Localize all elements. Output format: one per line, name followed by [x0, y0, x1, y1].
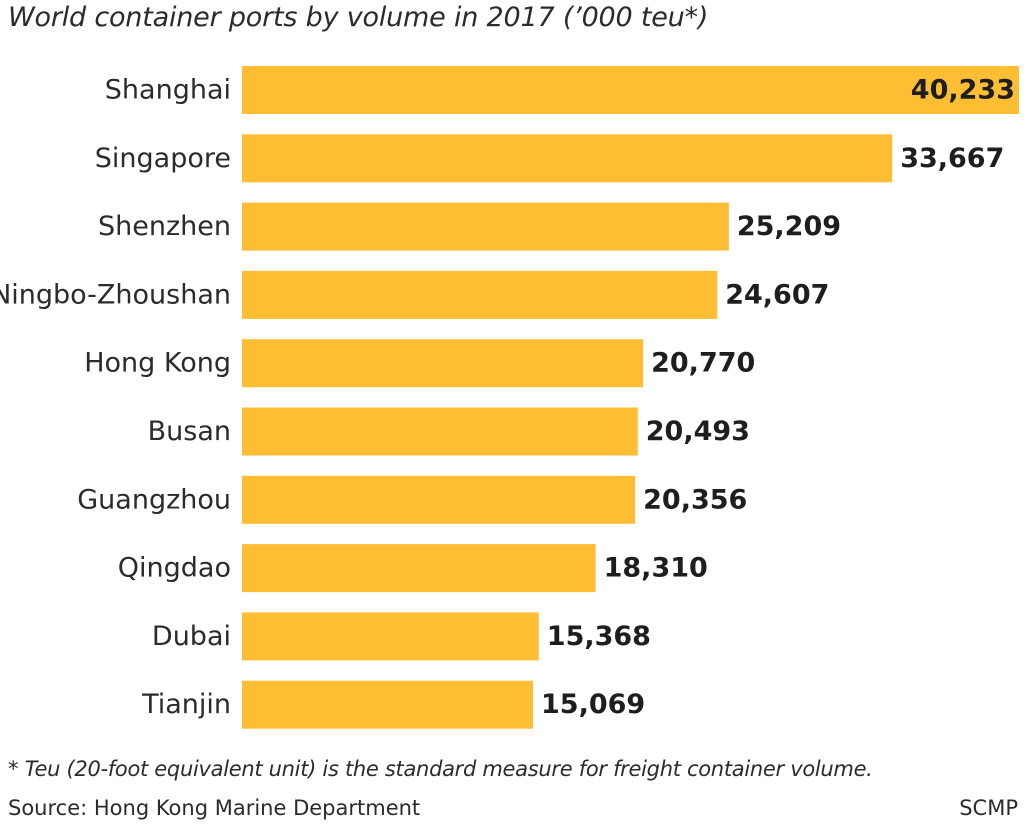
category-label: Dubai — [152, 621, 231, 652]
category-label: Tianjin — [141, 689, 231, 720]
bar-dubai — [242, 612, 539, 661]
bar-busan — [242, 407, 638, 456]
publisher-credit: SCMP — [959, 796, 1018, 820]
value-label: 40,233 — [911, 75, 1015, 106]
bar-shanghai — [242, 66, 1019, 114]
value-label: 25,209 — [737, 211, 841, 242]
category-label: Hong Kong — [84, 348, 231, 379]
bar-hong-kong — [242, 339, 644, 388]
value-label: 24,607 — [725, 279, 829, 310]
footnote: * Teu (20-foot equivalent unit) is the s… — [8, 757, 873, 781]
chart-title: World container ports by volume in 2017 … — [8, 2, 709, 33]
value-label: 20,356 — [643, 484, 747, 515]
value-label: 18,310 — [604, 553, 708, 584]
value-label: 20,770 — [651, 348, 755, 379]
value-label: 20,493 — [646, 416, 750, 447]
bar-shenzhen — [242, 202, 729, 251]
bar-guangzhou — [242, 475, 636, 524]
value-label: 33,667 — [900, 143, 1004, 174]
bar-chart: Shanghai 40,233 Singapore 33,667 Shenzhen 25,… — [0, 66, 1019, 729]
category-label: Shanghai — [105, 75, 231, 106]
category-label: Qingdao — [118, 553, 231, 584]
source-note: Source: Hong Kong Marine Department — [8, 796, 421, 820]
category-label: Singapore — [95, 143, 231, 174]
category-label: Shenzhen — [98, 211, 231, 242]
bar-tianjin — [242, 680, 534, 729]
bar-qingdao — [242, 544, 596, 593]
category-label: Guangzhou — [77, 484, 231, 515]
category-label: Ningbo-Zhoushan — [0, 279, 231, 310]
bar-singapore — [242, 134, 893, 183]
value-label: 15,368 — [547, 621, 651, 652]
category-label: Busan — [148, 416, 231, 447]
value-label: 15,069 — [541, 689, 645, 720]
bar-ningbo-zhoushan — [242, 270, 718, 319]
